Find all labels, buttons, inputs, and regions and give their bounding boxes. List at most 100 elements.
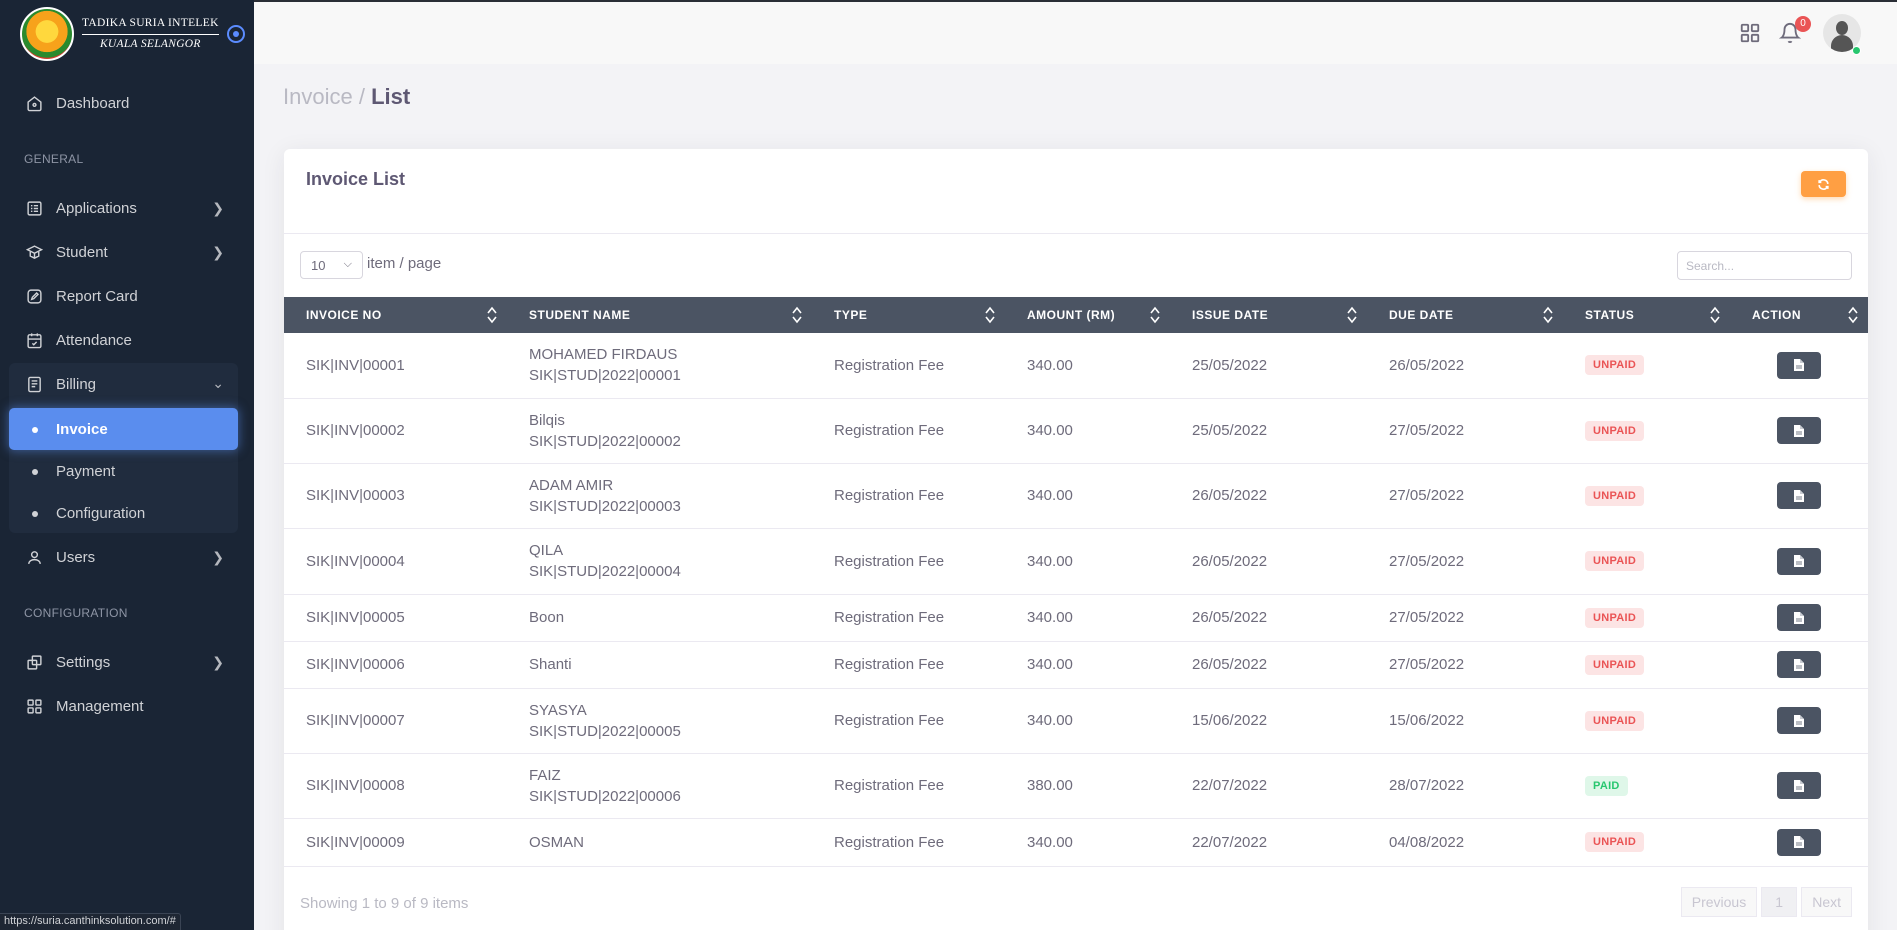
cell-type: Registration Fee [812,528,1005,595]
next-page-button[interactable]: Next [1801,887,1852,917]
top-icons: 0 [1739,14,1861,52]
table-row[interactable]: SIK|INV|00007 SYASYA SIK|STUD|2022|00005 Re… [284,688,1868,754]
column-header-label: TYPE [834,308,868,322]
sidebar: TADIKA SURIA INTELEK KUALA SELANGOR Dash… [0,0,254,930]
table-row[interactable]: SIK|INV|00009 OSMAN Registration Fee 340.00… [284,818,1868,867]
cell-invoice-no: SIK|INV|00007 [284,688,507,754]
brand[interactable]: TADIKA SURIA INTELEK KUALA SELANGOR [0,0,254,68]
sidebar-item-configuration[interactable]: Configuration [9,492,238,534]
page-size-select[interactable]: 10 ⌵ [300,251,363,279]
sidebar-item-management[interactable]: Management [9,686,238,726]
status-badge: UNPAID [1585,710,1645,731]
cell-due-date: 15/06/2022 [1367,688,1563,754]
cell-student-name: Shanti [507,641,812,689]
view-invoice-button[interactable] [1777,651,1821,678]
view-invoice-button[interactable] [1777,828,1821,856]
cell-action [1730,594,1868,642]
sidebar-toggle-icon[interactable] [226,25,245,43]
table-row[interactable]: SIK|INV|00008 FAIZ SIK|STUD|2022|00006 Regi… [284,753,1868,819]
column-header-invoice-no[interactable]: INVOICE NO [284,297,507,333]
cell-student-name: Bilqis SIK|STUD|2022|00002 [507,398,812,464]
column-header-due-date[interactable]: DUE DATE [1367,297,1563,333]
previous-page-button[interactable]: Previous [1680,887,1758,917]
school-logo [20,7,74,61]
sidebar-item-invoice[interactable]: Invoice [9,408,238,450]
column-header-student-name[interactable]: STUDENT NAME [507,297,812,333]
column-header-type[interactable]: TYPE [812,297,1005,333]
cell-status: UNPAID [1563,528,1730,595]
cell-amount: 380.00 [1005,753,1170,819]
view-invoice-button[interactable] [1777,547,1821,575]
table-row[interactable]: SIK|INV|00001 MOHAMED FIRDAUS SIK|STUD|202… [284,333,1868,399]
breadcrumb-current: List [371,84,411,109]
cell-student-name: MOHAMED FIRDAUS SIK|STUD|2022|00001 [507,333,812,399]
cell-status: PAID [1563,753,1730,819]
breadcrumb-parent[interactable]: Invoice [283,84,353,109]
view-invoice-button[interactable] [1777,482,1821,509]
sidebar-item-users[interactable]: Users ❯ [9,537,238,577]
chevron-right-icon: ❯ [212,549,224,565]
brand-line2: KUALA SELANGOR [99,37,201,50]
sidebar-item-attendance[interactable]: Attendance [9,320,238,360]
sidebar-item-student[interactable]: Student ❯ [9,232,238,272]
table-row[interactable]: SIK|INV|00003 ADAM AMIR SIK|STUD|2022|0000… [284,463,1868,529]
avatar[interactable] [1823,14,1861,52]
online-status-dot [1852,46,1861,55]
table-row[interactable]: SIK|INV|00005 Boon Registration Fee 340.00 2… [284,594,1868,642]
cell-student-name: Boon [507,594,812,642]
chevron-down-icon: ⌵ [343,258,352,270]
cell-type: Registration Fee [812,463,1005,529]
sidebar-item-report-card[interactable]: Report Card [9,276,238,316]
book-icon [25,243,43,261]
document-icon [1794,359,1804,372]
search-input[interactable] [1677,251,1852,280]
sidebar-item-dashboard[interactable]: Dashboard [9,83,238,123]
file-text-icon [25,375,43,393]
sidebar-item-label: Attendance [56,331,132,349]
breadcrumb-separator: / [358,84,365,109]
cell-status: UNPAID [1563,594,1730,642]
cell-student-name: QILA SIK|STUD|2022|00004 [507,528,812,595]
student-id: SIK|STUD|2022|00002 [529,432,681,450]
view-invoice-button[interactable] [1777,351,1821,379]
table-row[interactable]: SIK|INV|00004 QILA SIK|STUD|2022|00004 Regi… [284,528,1868,595]
view-invoice-button[interactable] [1777,772,1821,799]
sidebar-item-applications[interactable]: Applications ❯ [9,188,238,228]
cell-student-name: OSMAN [507,818,812,867]
view-invoice-button[interactable] [1777,707,1821,734]
apps-grid-icon[interactable] [1739,22,1761,44]
cell-action [1730,333,1868,399]
sidebar-item-payment[interactable]: Payment [9,450,238,492]
status-badge: UNPAID [1585,654,1645,675]
cell-type: Registration Fee [812,688,1005,754]
cell-issue-date: 15/06/2022 [1170,688,1367,754]
status-badge: UNPAID [1585,420,1645,441]
table-row[interactable]: SIK|INV|00006 Shanti Registration Fee 340.0… [284,641,1868,689]
cell-amount: 340.00 [1005,688,1170,754]
column-header-action[interactable]: ACTION [1730,297,1868,333]
cell-type: Registration Fee [812,594,1005,642]
sidebar-item-settings[interactable]: Settings ❯ [9,642,238,682]
view-invoice-button[interactable] [1777,604,1821,631]
column-header-status[interactable]: STATUS [1563,297,1730,333]
cell-issue-date: 26/05/2022 [1170,594,1367,642]
student-name: MOHAMED FIRDAUS [529,346,678,364]
column-header-amount[interactable]: AMOUNT (RM) [1005,297,1170,333]
cell-amount: 340.00 [1005,398,1170,464]
calendar-check-icon [25,331,43,349]
cell-type: Registration Fee [812,818,1005,867]
topbar: 0 [254,0,1897,64]
column-header-issue-date[interactable]: ISSUE DATE [1170,297,1367,333]
page-number-button[interactable]: 1 [1761,887,1798,917]
cell-due-date: 27/05/2022 [1367,528,1563,595]
showing-info: Showing 1 to 9 of 9 items [300,895,469,912]
table-row[interactable]: SIK|INV|00002 Bilqis SIK|STUD|2022|00002 Re… [284,398,1868,464]
student-name: QILA [529,542,564,559]
refresh-button[interactable] [1801,171,1846,197]
view-invoice-button[interactable] [1777,417,1821,444]
notification-bell-icon[interactable]: 0 [1778,16,1811,44]
cell-action [1730,688,1868,754]
sort-icon [1848,306,1858,324]
document-icon [1794,424,1804,437]
sidebar-item-billing[interactable]: Billing ⌄ [9,364,238,404]
